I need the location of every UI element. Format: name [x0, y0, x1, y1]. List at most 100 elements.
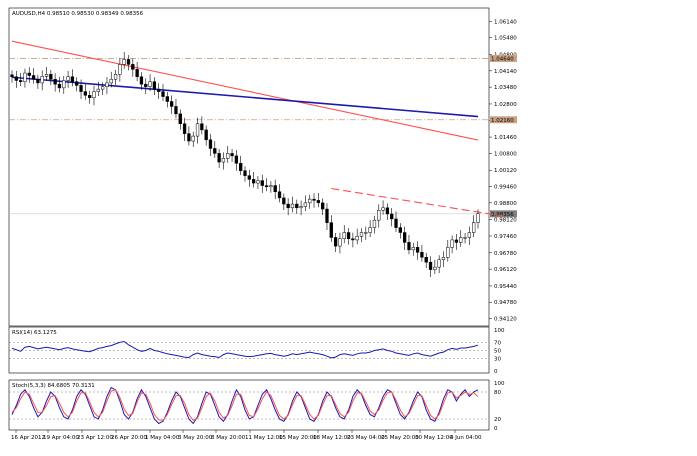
candle-body [450, 239, 454, 248]
candle-body [57, 83, 62, 89]
candle-body [122, 59, 126, 65]
price-tick-label: 0.99460 [494, 185, 517, 191]
candle-body [342, 232, 346, 239]
candle-body [428, 261, 433, 270]
candle-body [217, 153, 221, 163]
candle-body [100, 86, 105, 90]
candle-body [308, 198, 312, 204]
stoch-tick-label: 100 [494, 381, 505, 387]
stoch-series-line [11, 389, 479, 422]
main-panel-title: AUDUSD,H4 0.98510 0.98530 0.98349 0.9835… [12, 11, 144, 17]
stoch-tick-label: 0 [494, 426, 498, 432]
candle-body [234, 155, 239, 164]
candle-body [14, 76, 18, 81]
candle-body [321, 202, 325, 210]
rsi-tick-label: 50 [494, 349, 501, 355]
highlighted-price-box [490, 116, 517, 124]
candle-body [260, 180, 264, 186]
candle-body [381, 207, 385, 211]
candle-body [277, 191, 282, 199]
candle-body [459, 237, 463, 243]
candle-body [113, 74, 118, 80]
candle-body [191, 135, 195, 142]
candle-body [109, 78, 113, 84]
candle-body [174, 106, 178, 115]
time-tick-label: 8 May 20:00 [211, 435, 246, 441]
candle-body [394, 218, 398, 228]
candle-body [49, 74, 53, 80]
candle-body [351, 238, 355, 241]
candle-body [312, 198, 316, 201]
candle-body [66, 76, 70, 81]
price-tick-label: 1.03480 [494, 85, 517, 91]
candle-body [139, 76, 144, 85]
candle-body [372, 219, 377, 228]
candle-body [200, 123, 204, 131]
candle-body [269, 185, 273, 188]
candle-body [286, 203, 290, 209]
price-tick-label: 1.06140 [494, 19, 517, 25]
price-tick-label: 1.05480 [494, 36, 517, 42]
stoch-plot-area: 100 80 20 0 [9, 381, 505, 432]
candle-body [226, 153, 230, 159]
time-tick-label: 1 May 04:00 [145, 435, 180, 441]
candle-body [239, 163, 243, 171]
time-tick-label: 26 Apr 20:00 [111, 435, 147, 441]
candle-body [437, 259, 441, 268]
candle-body [303, 202, 308, 207]
price-tick-label: 0.98800 [494, 201, 517, 207]
candle-body [385, 207, 390, 215]
main-price-panel: AUDUSD,H4 0.98510 0.98530 0.98349 0.9835… [8, 7, 490, 327]
candle-body [148, 81, 152, 87]
candle-body [420, 252, 424, 258]
candle-body [118, 64, 122, 75]
highlighted-price-label: 1.02160 [491, 118, 514, 124]
candle-body [364, 232, 368, 234]
highlighted-price-box [490, 54, 517, 62]
rsi-tick-label: 30 [494, 357, 501, 363]
rsi-panel: RSI(14) 63.1275 [8, 326, 490, 374]
candle-body [390, 213, 394, 220]
candle-body [131, 64, 135, 70]
rsi-tick-label: 0 [494, 369, 498, 375]
candle-body [53, 78, 57, 85]
time-tick-label: 4 Jun 04:00 [450, 435, 482, 441]
candle-body [204, 129, 208, 141]
rsi-tick-label: 70 [494, 340, 501, 346]
candle-body [88, 95, 92, 99]
rsi-plot-area: 100 70 50 30 0 [9, 328, 505, 375]
stoch-series-line [11, 386, 479, 425]
candle-body [325, 208, 329, 223]
price-tick-label: 0.96780 [494, 251, 517, 257]
candle-body [195, 123, 200, 137]
candle-body [290, 203, 295, 209]
price-tick-label: 1.01460 [494, 135, 517, 141]
candle-body [75, 81, 79, 86]
candle-body [44, 74, 49, 77]
price-tick-label: 1.02800 [494, 102, 517, 108]
candle-body [27, 72, 31, 76]
candle-body [105, 82, 109, 87]
time-tick-label: 19 Apr 04:00 [43, 435, 79, 441]
candle-body [31, 75, 36, 80]
rsi-panel-title: RSI(14) 63.1275 [12, 330, 57, 336]
highlighted-price-label: 1.04640 [491, 56, 514, 62]
candle-body [221, 158, 226, 163]
candle-body [161, 91, 165, 97]
candle-body [165, 96, 169, 102]
candle-body [178, 113, 182, 124]
candle-body [62, 80, 66, 89]
candle-body [415, 247, 420, 253]
candle-body [463, 237, 467, 239]
red-moving-average-line [11, 40, 479, 141]
price-tick-label: 1.04140 [494, 69, 517, 75]
candle-body [182, 123, 187, 134]
candle-body [208, 139, 213, 149]
candle-body [476, 213, 480, 223]
stoch-tick-label: 20 [494, 417, 501, 423]
candle-body [83, 91, 88, 96]
price-tick-label: 0.94120 [494, 317, 517, 323]
time-tick-label: 23 Apr 12:00 [77, 435, 113, 441]
